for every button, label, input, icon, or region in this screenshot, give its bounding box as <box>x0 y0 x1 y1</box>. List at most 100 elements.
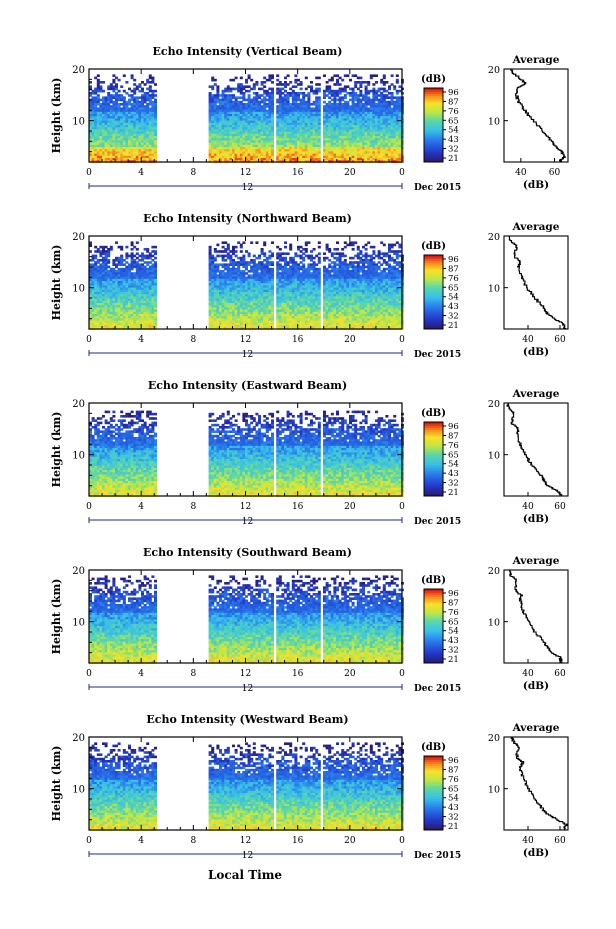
colorbar-tick-label: 76 <box>448 274 459 284</box>
profile-x-tick-label: 60 <box>554 836 566 846</box>
profile-y-tick-label: 20 <box>488 232 500 243</box>
x-tick-label: 0 <box>399 502 405 512</box>
colorbar-band <box>424 283 443 287</box>
colorbar-band <box>424 298 443 301</box>
colorbar-band <box>424 434 443 437</box>
colorbar-band <box>424 267 443 270</box>
colorbar-band <box>424 463 443 466</box>
x-tick-label: 4 <box>138 836 144 846</box>
colorbar-band <box>424 477 443 481</box>
colorbar-band <box>424 589 443 592</box>
profile-x-tick-label: 40 <box>522 335 534 345</box>
x-tick-label: 0 <box>86 502 92 512</box>
profile-y-tick-label: 10 <box>488 284 500 295</box>
colorbar-band <box>424 776 443 780</box>
colorbar-tick-label: 43 <box>448 135 459 145</box>
colorbar-tick-label: 65 <box>448 617 459 627</box>
colorbar-band <box>424 102 443 105</box>
colorbar-band <box>424 277 443 281</box>
colorbar-label: (dB) <box>421 241 446 252</box>
colorbar-tick-label: 54 <box>448 460 459 470</box>
colorbar-band <box>424 452 443 456</box>
colorbar-band <box>424 143 443 147</box>
colorbar-band <box>424 430 443 433</box>
colorbar-band <box>424 646 443 650</box>
colorbar-band <box>424 265 443 268</box>
colorbar-band <box>424 118 443 122</box>
colorbar-tick-label: 76 <box>448 775 459 785</box>
x-tick-label: 0 <box>86 168 92 178</box>
colorbar-band <box>424 106 443 110</box>
colorbar-band <box>424 90 443 93</box>
colorbar-tick-label: 54 <box>448 126 459 136</box>
colorbar-band <box>424 112 443 116</box>
day-label: 12 <box>242 350 253 360</box>
colorbar-band <box>424 591 443 594</box>
colorbar-tick-label: 96 <box>448 589 459 599</box>
colorbar-tick-label: 43 <box>448 803 459 813</box>
colorbar-tick-label: 96 <box>448 756 459 766</box>
average-profile: Average 10 20 40 60 (dB) <box>488 388 569 525</box>
heatmap-field <box>89 575 404 664</box>
profile-frame <box>503 569 569 664</box>
panel-2: Echo Intensity (Northward Beam) 10 20 Heigh… <box>50 212 569 360</box>
panel-5: Echo Intensity (Westward Beam) 10 20 Height… <box>50 713 569 861</box>
colorbar-band <box>424 310 443 314</box>
colorbar-band <box>424 479 443 483</box>
x-axis: 0 4 8 12 16 20 0 12 Dec 2015 <box>86 737 461 861</box>
x-tick-label: 16 <box>292 836 304 846</box>
profile-x-title: (dB) <box>523 680 549 692</box>
colorbar-band <box>424 766 443 769</box>
heatmap-field <box>89 241 404 330</box>
x-tick-label: 12 <box>240 669 251 679</box>
x-axis: 0 4 8 12 16 20 0 12 Dec 2015 <box>86 570 461 694</box>
colorbar-band <box>424 296 443 299</box>
colorbar-band <box>424 825 443 829</box>
colorbar-band <box>424 652 443 656</box>
colorbar-band <box>424 116 443 120</box>
colorbar-band <box>424 483 443 487</box>
colorbar-band <box>424 628 443 631</box>
x-tick-label: 8 <box>190 502 196 512</box>
profile-frame <box>503 736 569 831</box>
y-tick-label: 10 <box>72 618 85 629</box>
colorbar-band <box>424 125 443 128</box>
x-tick-label: 16 <box>292 502 304 512</box>
colorbar-band <box>424 275 443 279</box>
colorbar-band <box>424 318 443 322</box>
colorbar-band <box>424 626 443 629</box>
colorbar-band <box>424 823 443 827</box>
colorbar-tick-label: 87 <box>448 765 459 775</box>
x-tick-label: 8 <box>190 669 196 679</box>
profile-y-tick-label: 20 <box>488 399 500 410</box>
colorbar-band <box>424 819 443 823</box>
colorbar-band <box>424 768 443 771</box>
colorbar-band <box>424 595 443 598</box>
x-tick-label: 16 <box>292 168 304 178</box>
colorbar-band <box>424 756 443 759</box>
profile-title: Average <box>512 722 560 734</box>
profile-x-title: (dB) <box>523 179 549 191</box>
date-label: Dec 2015 <box>414 684 461 694</box>
colorbar-tick-label: 76 <box>448 441 459 451</box>
colorbar-tick-label: 43 <box>448 636 459 646</box>
profile-line <box>506 403 563 496</box>
colorbar-band <box>424 609 443 613</box>
y-tick-label: 20 <box>72 399 85 410</box>
colorbar-tick-label: 21 <box>448 655 459 665</box>
colorbar-tick-label: 65 <box>448 784 459 794</box>
colorbar-band <box>424 271 443 274</box>
colorbar-band <box>424 151 443 155</box>
panel-title: Echo Intensity (Southward Beam) <box>143 546 352 559</box>
colorbar-band <box>424 630 443 633</box>
colorbar-band <box>424 255 443 258</box>
date-label: Dec 2015 <box>414 350 461 360</box>
colorbar-band <box>424 605 443 608</box>
x-tick-label: 8 <box>190 168 196 178</box>
colorbar-band <box>424 259 443 262</box>
colorbar-band <box>424 133 443 136</box>
colorbar-band <box>424 656 443 660</box>
panel-title: Echo Intensity (Northward Beam) <box>143 212 352 225</box>
colorbar-band <box>424 471 443 474</box>
